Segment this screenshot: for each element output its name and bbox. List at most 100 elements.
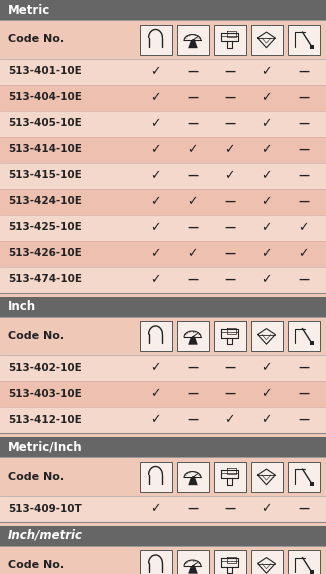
Text: —: — <box>298 118 309 129</box>
Text: 513-401-10E: 513-401-10E <box>8 67 82 76</box>
Text: —: — <box>298 274 309 285</box>
Text: —: — <box>187 274 198 285</box>
Text: ✓: ✓ <box>150 273 161 286</box>
Bar <box>288 25 319 55</box>
Text: ✓: ✓ <box>150 387 161 401</box>
Text: 513-405-10E: 513-405-10E <box>8 118 82 129</box>
Bar <box>176 25 209 55</box>
Text: —: — <box>224 274 235 285</box>
Text: ✓: ✓ <box>150 65 161 78</box>
Text: ✓: ✓ <box>150 91 161 104</box>
Text: —: — <box>224 503 235 514</box>
Text: —: — <box>298 92 309 103</box>
Bar <box>250 461 283 491</box>
Text: ✓: ✓ <box>261 362 272 374</box>
Text: ✓: ✓ <box>261 91 272 104</box>
Bar <box>0 162 326 188</box>
Text: ✓: ✓ <box>187 143 198 156</box>
Text: ✓: ✓ <box>261 502 272 515</box>
Text: —: — <box>187 363 198 373</box>
Bar <box>176 321 209 351</box>
Bar <box>214 461 245 491</box>
Bar <box>0 457 326 495</box>
Text: ✓: ✓ <box>150 143 161 156</box>
Bar <box>0 546 326 574</box>
Text: ✓: ✓ <box>150 195 161 208</box>
Text: ✓: ✓ <box>224 169 235 182</box>
Text: —: — <box>298 503 309 514</box>
Bar <box>0 355 326 381</box>
Text: —: — <box>224 249 235 258</box>
Bar <box>140 550 171 574</box>
Text: 513-424-10E: 513-424-10E <box>8 196 82 207</box>
Bar <box>0 241 326 266</box>
Text: ✓: ✓ <box>261 221 272 234</box>
Bar <box>214 25 245 55</box>
Bar <box>0 297 326 316</box>
Text: 513-409-10T: 513-409-10T <box>8 503 82 514</box>
Text: —: — <box>187 503 198 514</box>
Text: ✓: ✓ <box>224 413 235 426</box>
Text: Metric: Metric <box>8 3 50 17</box>
Text: Code No.: Code No. <box>8 560 64 570</box>
Text: ✓: ✓ <box>150 247 161 260</box>
Bar <box>140 321 171 351</box>
Text: 513-425-10E: 513-425-10E <box>8 223 82 232</box>
Text: 513-474-10E: 513-474-10E <box>8 274 82 285</box>
Text: —: — <box>298 196 309 207</box>
Text: ✓: ✓ <box>261 273 272 286</box>
Text: —: — <box>187 223 198 232</box>
Text: ✓: ✓ <box>261 247 272 260</box>
Bar <box>0 407 326 433</box>
Bar <box>0 495 326 522</box>
Text: ✓: ✓ <box>261 143 272 156</box>
Text: ✓: ✓ <box>224 143 235 156</box>
Text: ✓: ✓ <box>150 169 161 182</box>
Bar <box>288 461 319 491</box>
Bar <box>288 321 319 351</box>
Bar <box>176 461 209 491</box>
Text: ✓: ✓ <box>261 413 272 426</box>
Text: ✓: ✓ <box>261 169 272 182</box>
Bar <box>0 0 326 20</box>
Bar <box>0 188 326 215</box>
Bar <box>0 317 326 355</box>
Text: —: — <box>224 196 235 207</box>
Text: ✓: ✓ <box>150 502 161 515</box>
Bar <box>0 111 326 137</box>
Bar <box>0 266 326 293</box>
Bar <box>140 25 171 55</box>
Bar <box>214 550 245 574</box>
Text: Code No.: Code No. <box>8 34 64 45</box>
Bar <box>250 321 283 351</box>
Bar <box>0 437 326 457</box>
Text: —: — <box>224 223 235 232</box>
Text: Inch: Inch <box>8 300 36 313</box>
Text: —: — <box>224 389 235 399</box>
Text: Code No.: Code No. <box>8 331 64 341</box>
Text: 513-426-10E: 513-426-10E <box>8 249 82 258</box>
Text: —: — <box>187 118 198 129</box>
Text: ✓: ✓ <box>261 117 272 130</box>
Text: Code No.: Code No. <box>8 471 64 482</box>
Text: 513-414-10E: 513-414-10E <box>8 145 82 154</box>
Text: 513-412-10E: 513-412-10E <box>8 415 82 425</box>
Text: —: — <box>187 389 198 399</box>
Text: —: — <box>298 389 309 399</box>
Text: —: — <box>298 145 309 154</box>
Text: ✓: ✓ <box>187 195 198 208</box>
Bar <box>0 137 326 162</box>
Text: ✓: ✓ <box>298 247 309 260</box>
Text: ✓: ✓ <box>150 413 161 426</box>
Text: —: — <box>187 67 198 76</box>
Text: —: — <box>224 363 235 373</box>
Text: —: — <box>298 363 309 373</box>
Bar <box>0 84 326 111</box>
Text: —: — <box>187 170 198 180</box>
Text: Inch/metric: Inch/metric <box>8 529 83 542</box>
Bar <box>0 59 326 84</box>
Text: ✓: ✓ <box>261 387 272 401</box>
Text: ✓: ✓ <box>261 195 272 208</box>
Text: —: — <box>224 92 235 103</box>
Text: ✓: ✓ <box>187 247 198 260</box>
